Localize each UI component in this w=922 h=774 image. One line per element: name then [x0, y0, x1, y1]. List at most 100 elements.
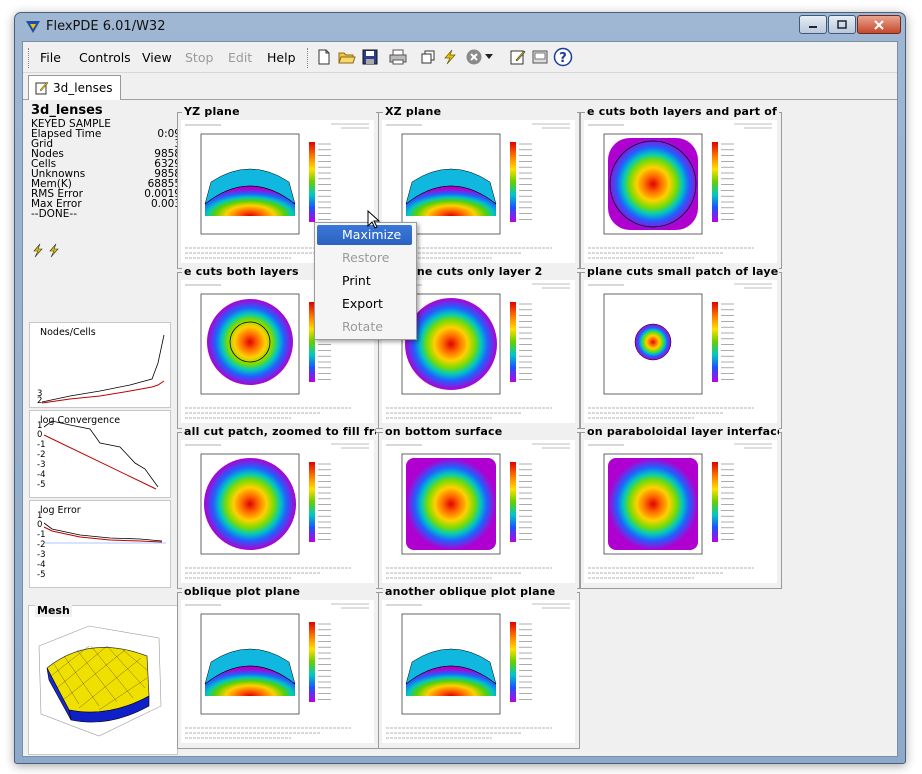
plot-canvas — [382, 120, 575, 263]
stat-row: Max Error 0.003 — [31, 198, 181, 210]
plot-title: YZ plane — [182, 105, 376, 118]
monitor-icon[interactable] — [530, 47, 550, 67]
plot-canvas — [382, 440, 575, 583]
axis-label: -5 — [37, 570, 46, 580]
axis-label: -2 — [37, 540, 46, 550]
stat-label: Unknowns — [31, 168, 86, 180]
menu-stop[interactable]: Stop — [185, 50, 214, 65]
edit-script-icon[interactable] — [508, 47, 528, 67]
stat-row: Nodes 9858 — [31, 148, 181, 160]
run-status-panel: 3d_lenses KEYED SAMPLE Elapsed Time 0:09 … — [31, 103, 181, 219]
nodes-cells-plot[interactable]: Nodes/Cells 3 2 — [29, 322, 171, 408]
plot-canvas — [584, 440, 777, 583]
plot-title: oblique plot plane — [182, 585, 376, 598]
stat-value: 9858 — [154, 168, 181, 180]
contour-plot-panel[interactable]: XZ plane — [378, 105, 580, 269]
stat-row: Elapsed Time 0:09 — [31, 128, 181, 140]
menu-edit[interactable]: Edit — [228, 50, 253, 65]
plot-title: log Convergence — [40, 415, 121, 426]
tab-3d-lenses[interactable]: 3d_lenses — [28, 75, 121, 100]
plot-title: e cuts both layers and part of — [585, 105, 779, 118]
axis-label: -1 — [37, 440, 46, 450]
menu-help[interactable]: Help — [267, 50, 296, 65]
help-icon[interactable]: ? — [553, 47, 573, 67]
stat-label: Elapsed Time — [31, 128, 102, 140]
axis-label: -4 — [37, 560, 46, 570]
contour-plot-panel[interactable]: e cuts both layers and part of — [580, 105, 782, 269]
plot-canvas — [584, 280, 777, 423]
axis-label: 0 — [37, 430, 43, 440]
plot-title: on bottom surface — [383, 425, 577, 438]
menu-item-restore[interactable]: Restore — [342, 250, 390, 265]
axis-label: 2 — [37, 396, 43, 406]
dropdown-icon[interactable] — [483, 47, 495, 67]
menu-grip[interactable] — [28, 48, 32, 68]
axis-label: -2 — [37, 450, 46, 460]
problem-name: 3d_lenses — [31, 103, 103, 118]
menu-file[interactable]: File — [40, 50, 61, 65]
log-error-plot[interactable]: log Error 1 0 -1 -2 -3 -4 -5 — [29, 500, 171, 588]
contour-plot-panel[interactable]: YZ plane — [177, 105, 379, 269]
stat-label: Max Error — [31, 198, 82, 210]
plot-canvas — [382, 600, 575, 743]
contour-plot-panel[interactable]: plane cuts small patch of laye — [580, 265, 782, 429]
open-folder-icon[interactable] — [337, 47, 357, 67]
menu-controls[interactable]: Controls — [79, 50, 131, 65]
save-icon[interactable] — [360, 47, 380, 67]
axis-label: -5 — [37, 480, 46, 490]
title-bar[interactable]: FlexPDE 6.01/W32 — [15, 13, 905, 41]
client-area: File Controls View Stop Edit Help ? 3d_l… — [22, 41, 898, 757]
plot-title: Mesh — [35, 604, 72, 617]
axis-label: 0 — [37, 520, 43, 530]
svg-text:?: ? — [559, 51, 567, 66]
stat-row: Cells 6329 — [31, 158, 181, 170]
stat-row: Unknowns 9858 — [31, 168, 181, 180]
plot-title: XZ plane — [383, 105, 577, 118]
stat-value: 0.003 — [150, 198, 181, 210]
menu-item-export[interactable]: Export — [342, 296, 383, 311]
axis-label: 3 — [37, 389, 43, 399]
run-status-icons — [31, 243, 67, 263]
plot-context-menu: Maximize Restore Print Export Rotate — [314, 222, 417, 340]
axis-label: -4 — [37, 470, 46, 480]
log-convergence-plot[interactable]: log Convergence 1 0 -1 -2 -3 -4 -5 — [29, 410, 171, 498]
plot-canvas — [181, 600, 374, 743]
toolbar-grip[interactable] — [307, 48, 311, 68]
tab-label: 3d_lenses — [53, 81, 113, 95]
stat-label: Cells — [31, 158, 57, 170]
stop-icon[interactable] — [464, 47, 484, 67]
axis-label: -3 — [37, 550, 46, 560]
mesh-plot[interactable]: Mesh — [28, 604, 178, 755]
menu-item-maximize[interactable]: Maximize — [317, 225, 412, 245]
run-icon[interactable] — [440, 47, 460, 67]
contour-plot-panel[interactable]: on paraboloidal layer interface — [580, 425, 782, 589]
contour-plot-panel[interactable]: on bottom surface — [378, 425, 580, 589]
stat-label: Mem(K) — [31, 178, 72, 190]
keyed-label: KEYED SAMPLE — [31, 118, 111, 130]
print-icon[interactable] — [388, 47, 408, 67]
minimize-button[interactable] — [799, 15, 827, 34]
edit-script-icon — [35, 81, 49, 95]
plot-title: log Error — [40, 505, 81, 516]
contour-plot-panel[interactable]: oblique plot plane — [177, 585, 379, 749]
copy-icon[interactable] — [418, 47, 438, 67]
axis-label: 1 — [37, 421, 43, 431]
contour-plot-panel[interactable]: another oblique plot plane — [378, 585, 580, 749]
window-title: FlexPDE 6.01/W32 — [46, 19, 166, 34]
stat-value: 9858 — [154, 148, 181, 160]
new-file-icon[interactable] — [314, 47, 334, 67]
plot-canvas — [181, 440, 374, 583]
stat-row: Mem(K) 68855 — [31, 178, 181, 190]
contour-plot-panel[interactable]: all cut patch, zoomed to fill fra — [177, 425, 379, 589]
stat-label: Grid — [31, 138, 54, 150]
menu-item-print[interactable]: Print — [342, 273, 371, 288]
plot-title: Nodes/Cells — [40, 327, 96, 338]
menu-item-rotate[interactable]: Rotate — [342, 319, 383, 334]
plot-title: on paraboloidal layer interface — [585, 425, 779, 438]
tab-row: 3d_lenses — [23, 73, 897, 100]
mouse-cursor-icon — [367, 209, 381, 234]
maximize-button[interactable] — [828, 15, 856, 34]
close-button[interactable] — [857, 15, 901, 34]
menu-view[interactable]: View — [142, 50, 172, 65]
stat-label: Nodes — [31, 148, 64, 160]
